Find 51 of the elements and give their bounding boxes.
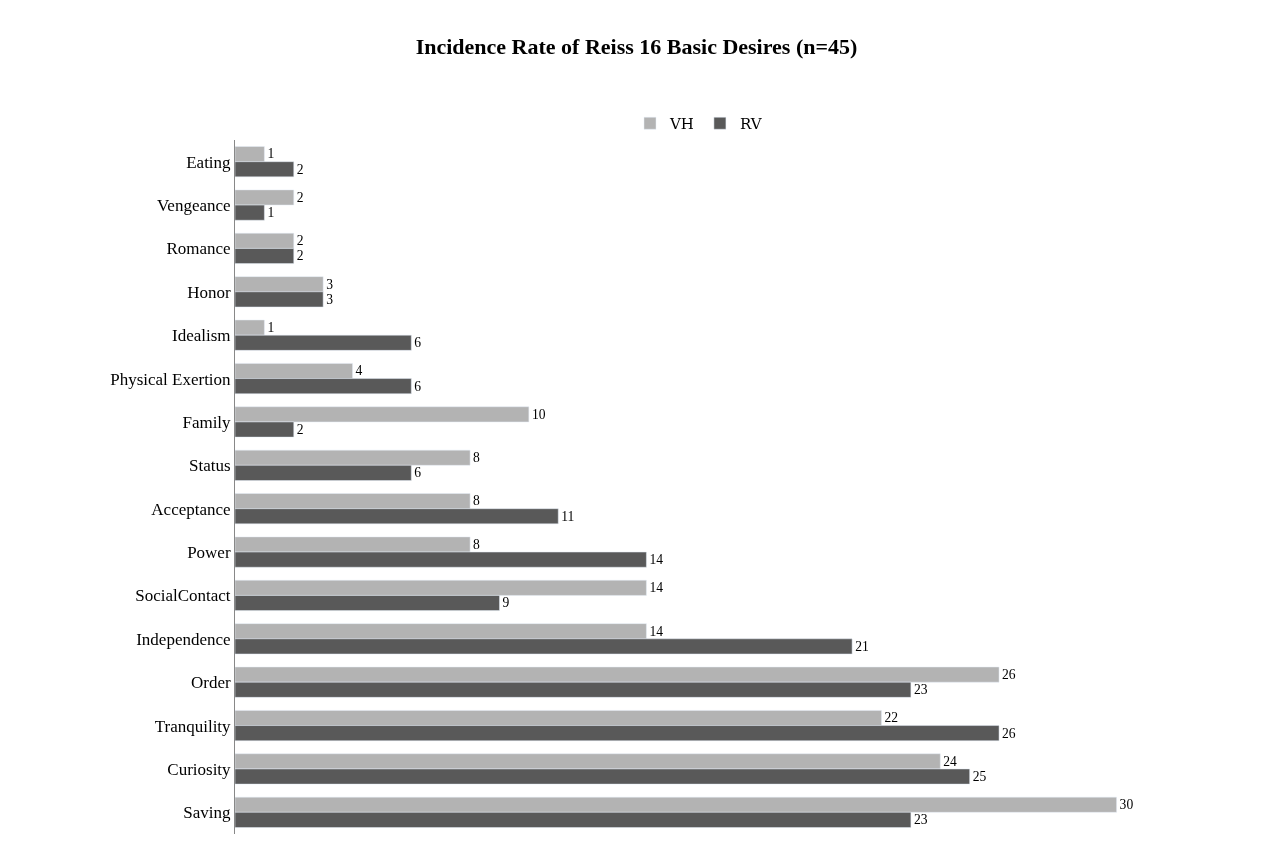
data-label: 26 <box>1002 666 1016 682</box>
y-tick-label: Curiosity <box>167 759 232 779</box>
data-label: 1 <box>267 146 275 162</box>
data-label: 8 <box>473 450 481 466</box>
y-tick-label: SocialContact <box>135 586 231 606</box>
legend-label: VH <box>669 115 694 134</box>
data-label: 2 <box>296 161 304 177</box>
data-label: 2 <box>296 421 304 437</box>
data-label: 23 <box>913 812 928 828</box>
data-label: 4 <box>355 363 363 379</box>
data-label: 22 <box>884 710 899 726</box>
data-label: 25 <box>972 768 987 784</box>
y-tick-label: Idealism <box>172 326 231 346</box>
y-tick-label: Eating <box>186 152 232 172</box>
data-label: 1 <box>267 205 275 221</box>
y-tick-label: Saving <box>183 803 232 823</box>
legend-label: RV <box>739 115 763 134</box>
data-label: 2 <box>296 233 304 249</box>
data-label: 14 <box>649 580 664 596</box>
y-tick-label: Status <box>189 456 231 476</box>
y-tick-label: Order <box>190 673 231 693</box>
y-tick-label: Acceptance <box>151 499 231 519</box>
data-label: 9 <box>502 595 510 611</box>
data-label: 26 <box>1002 725 1016 741</box>
data-label: 8 <box>473 536 481 552</box>
data-label: 6 <box>414 465 422 481</box>
data-label: 24 <box>943 753 958 769</box>
data-label: 30 <box>1119 797 1134 813</box>
y-tick-label: Power <box>187 543 231 563</box>
data-label: 6 <box>414 335 422 351</box>
data-label: 1 <box>267 319 275 335</box>
data-label: 11 <box>561 508 575 524</box>
data-label: 23 <box>913 682 928 698</box>
data-label: 21 <box>855 638 869 654</box>
data-label: 2 <box>296 248 304 264</box>
y-tick-label: Tranquility <box>154 716 232 736</box>
chart-title: Incidence Rate of Reiss 16 Basic Desires (n=45) <box>415 33 858 59</box>
y-tick-label: Honor <box>187 282 231 302</box>
y-tick-label: Physical Exertion <box>110 369 232 389</box>
data-label: 3 <box>326 291 334 307</box>
data-label: 3 <box>326 276 334 292</box>
data-label: 10 <box>531 406 546 422</box>
y-tick-label: Independence <box>136 629 231 649</box>
y-tick-label: Family <box>182 412 232 432</box>
data-label: 2 <box>296 189 304 205</box>
data-label: 6 <box>414 378 422 394</box>
data-label: 8 <box>473 493 481 509</box>
y-tick-label: Vengeance <box>156 196 231 216</box>
data-label: 14 <box>649 623 664 639</box>
y-tick-label: Romance <box>166 239 231 259</box>
data-label: 14 <box>649 552 664 568</box>
